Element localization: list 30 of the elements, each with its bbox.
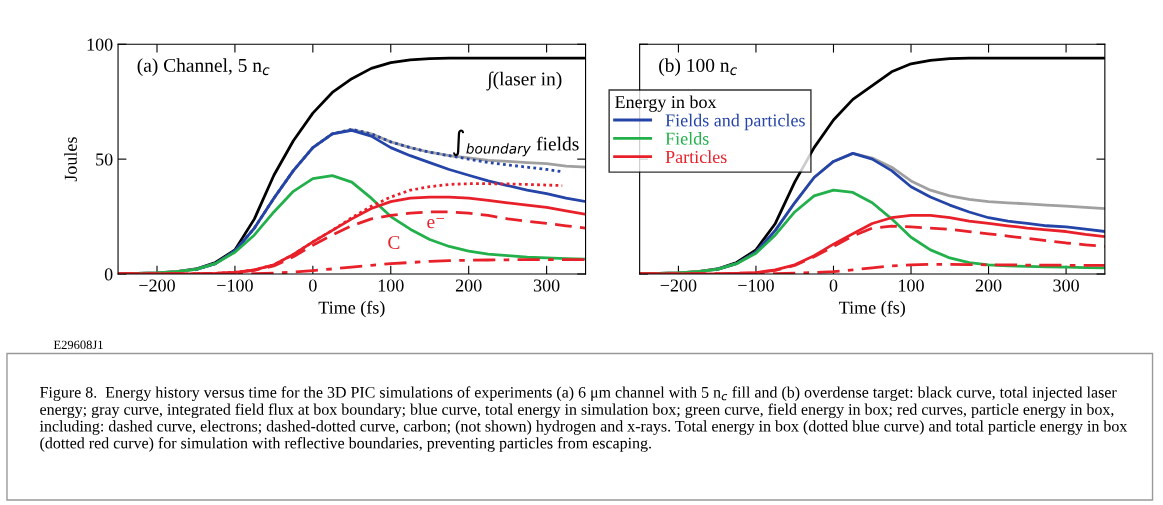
annotation: C <box>388 235 400 250</box>
annotation: e⁻ <box>427 217 445 229</box>
x-tick-label: −200 <box>139 279 175 292</box>
y-tick-label: 100 <box>87 38 113 51</box>
y-axis-title: Joules <box>64 137 77 182</box>
x-tick-label: 100 <box>378 279 404 292</box>
caption: Figure 8. Energy history versus time for the 3D PIC simulations of experiments (a) 6 μm channel with 5 n$_{c}$ fill and (b) overdense target: black curve, total injected laser energy; gray curve, integrated field flux at box boundary; blue curve, total energy in simulation box; green curve, field energy in box; red curves, particle energy in box, including: dashed curve, electrons; dashed-dotted curve, carbon; (not shown) hydrogen and x-rays. Total energy in box (dotted blue curve) and total particle energy in box (dotted red curve) for simulation with reflective boundaries, preventing particles from escaping. <box>39 386 1128 452</box>
legend-label: Fields and particles <box>665 113 805 131</box>
y-tick-label: 0 <box>104 268 113 281</box>
text: E29608J1 <box>53 340 103 350</box>
x-tick-label: 0 <box>829 279 838 292</box>
legend-title: Energy in box <box>615 95 717 112</box>
x-tick-label: −200 <box>660 279 697 292</box>
x-tick-label: 0 <box>309 279 317 292</box>
text: (b) 100 n$_{c}$ <box>659 58 738 76</box>
x-tick-label: 100 <box>899 279 924 292</box>
x-axis-title: Time (fs) <box>318 300 385 318</box>
annotation: ∫(laser in) <box>486 71 562 91</box>
legend-label: Particles <box>665 150 727 164</box>
x-tick-label: 200 <box>455 279 482 292</box>
x-tick-label: 300 <box>1053 279 1079 292</box>
x-tick-label: −100 <box>217 279 253 292</box>
y-tick-label: 50 <box>96 153 113 166</box>
x-axis-title: Time (fs) <box>839 300 905 318</box>
x-tick-label: −100 <box>738 279 774 292</box>
legend-label: Fields <box>665 132 709 145</box>
text: (a) Channel, 5 n$_{c}$ <box>137 58 270 76</box>
x-tick-label: 200 <box>975 279 1002 292</box>
x-tick-label: 300 <box>533 279 560 292</box>
annotation: ∫$_{boundary}$ fields <box>452 129 579 157</box>
